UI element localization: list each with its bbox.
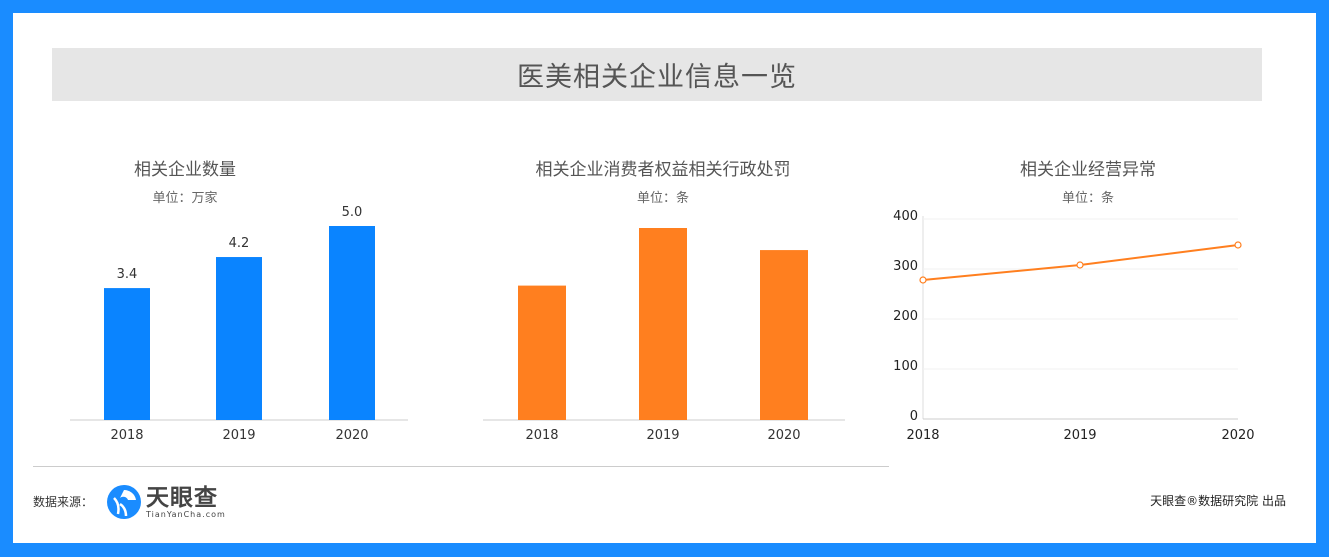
tianyancha-logo-icon bbox=[107, 485, 141, 519]
chart1-x-tick: 2020 bbox=[335, 428, 368, 443]
chart3-y-tick: 100 bbox=[893, 359, 918, 374]
charts-canvas: 3.4 2018 4.2 2019 5.0 2020 2018 2019 2020 0 100 200… bbox=[70, 205, 1255, 443]
logo-cn-text: 天眼查 bbox=[146, 484, 218, 511]
chart2-bar-2018 bbox=[518, 285, 566, 420]
chart1-bar-2019 bbox=[216, 257, 262, 420]
chart3-y-tick: 200 bbox=[893, 309, 918, 324]
chart1-x-tick: 2019 bbox=[222, 428, 255, 443]
credit-text: 天眼查®数据研究院 出品 bbox=[1150, 494, 1286, 508]
source-label: 数据来源： bbox=[33, 495, 94, 509]
chart3-point-2018 bbox=[919, 276, 927, 284]
chart3-y-tick: 0 bbox=[910, 409, 918, 424]
chart3-y-tick: 400 bbox=[893, 209, 918, 224]
infographic-card: 医美相关企业信息一览 相关企业数量 单位：万家 相关企业消费者权益相关行政处罚 … bbox=[13, 13, 1316, 543]
chart1-bar-2018 bbox=[104, 288, 150, 420]
chart3-unit: 单位：条 bbox=[1061, 191, 1114, 206]
chart1-data-label: 3.4 bbox=[117, 267, 138, 282]
chart3-y-tick: 300 bbox=[893, 259, 918, 274]
chart1-data-label: 4.2 bbox=[229, 236, 250, 251]
chart2-unit: 单位：条 bbox=[636, 191, 689, 206]
footer-divider bbox=[33, 466, 889, 467]
chart3-x-tick: 2018 bbox=[906, 428, 939, 443]
logo-en-text: TianYanCha.com bbox=[146, 509, 226, 519]
page-title: 医美相关企业信息一览 bbox=[517, 62, 797, 93]
chart1-unit: 单位：万家 bbox=[152, 191, 218, 206]
chart2-bar-2019 bbox=[639, 228, 687, 420]
chart3-x-tick: 2019 bbox=[1063, 428, 1096, 443]
chart3-x-tick: 2020 bbox=[1221, 428, 1254, 443]
chart1-bar-2020 bbox=[329, 226, 375, 420]
chart3-point-2019 bbox=[1076, 261, 1084, 269]
chart2-x-tick: 2020 bbox=[767, 428, 800, 443]
tianyancha-logo: 天眼查 TianYanCha.com bbox=[106, 484, 226, 520]
chart1-title: 相关企业数量 bbox=[134, 160, 236, 180]
chart1-x-tick: 2018 bbox=[110, 428, 143, 443]
chart3-title: 相关企业经营异常 bbox=[1020, 160, 1156, 180]
chart2-title: 相关企业消费者权益相关行政处罚 bbox=[535, 160, 791, 180]
chart2-x-tick: 2018 bbox=[525, 428, 558, 443]
chart2-bar-2020 bbox=[760, 250, 808, 420]
chart2-x-tick: 2019 bbox=[646, 428, 679, 443]
chart1-data-label: 5.0 bbox=[342, 205, 363, 220]
chart3-point-2020 bbox=[1234, 241, 1242, 249]
header-band: 医美相关企业信息一览 bbox=[52, 48, 1262, 101]
